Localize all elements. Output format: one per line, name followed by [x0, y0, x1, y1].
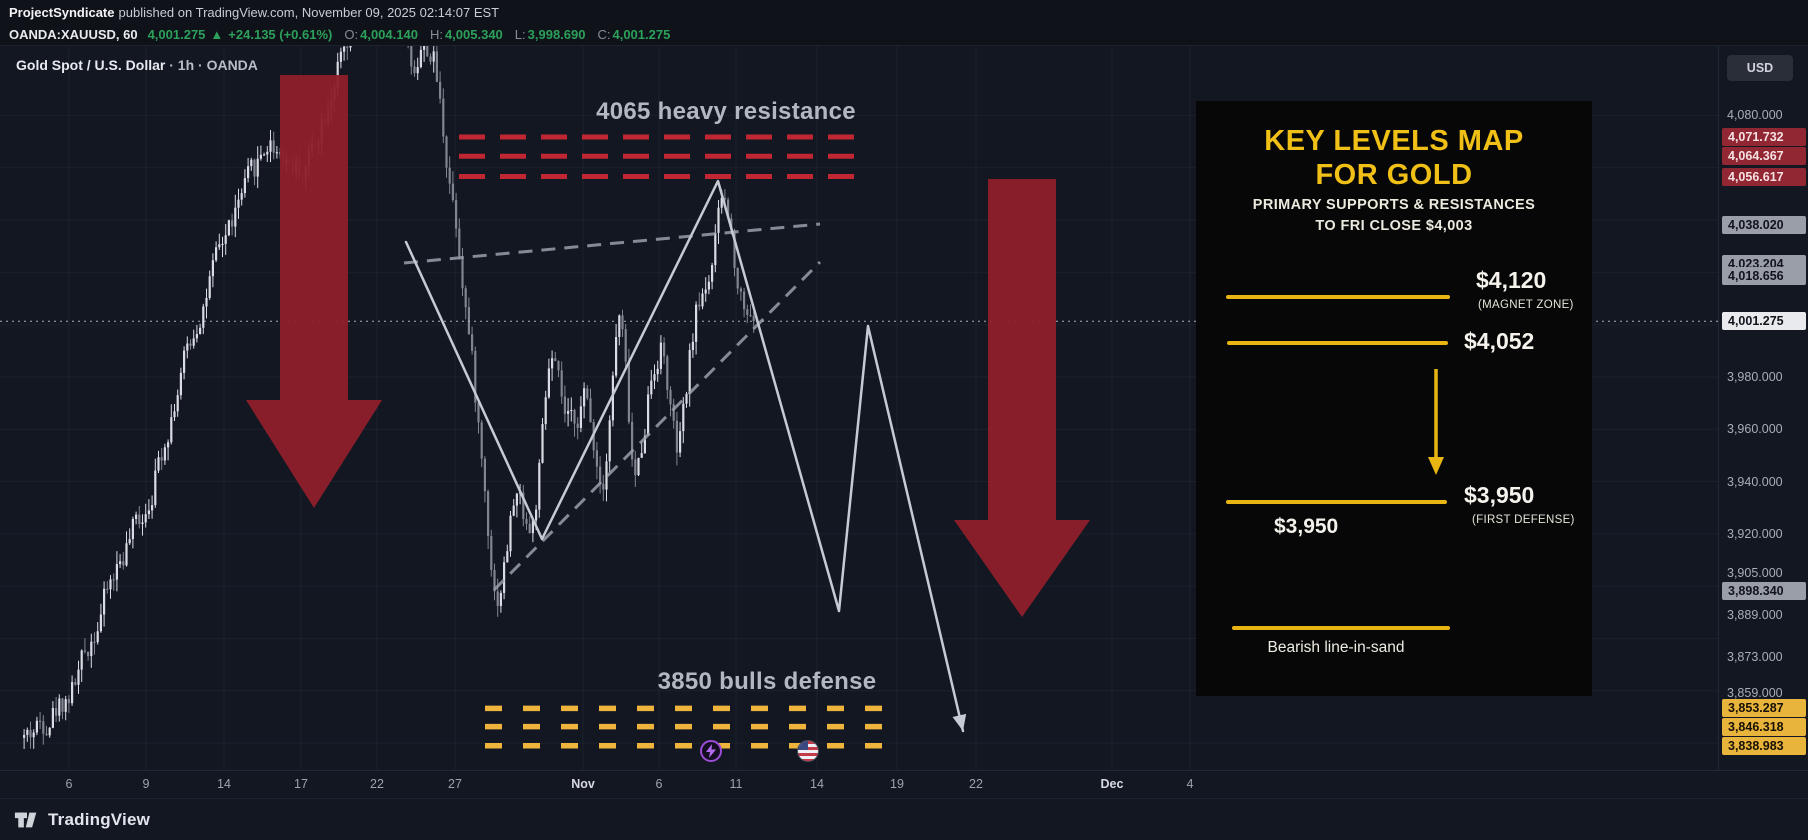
price-axis-label: 4,038.020 [1722, 216, 1806, 235]
level-line-3950 [1226, 500, 1447, 504]
low-label: L: [514, 27, 526, 42]
time-axis-label: Nov [571, 777, 595, 791]
footer-bar: TradingView [0, 798, 1808, 840]
last-price: 4,001.275 [147, 27, 206, 42]
panel-caption: Bearish line-in-sand [1267, 639, 1405, 656]
time-axis-label: 14 [810, 777, 824, 791]
bearish-arrow [246, 75, 382, 508]
price-axis-label: 3,960.000 [1727, 422, 1783, 437]
open-label: O: [344, 27, 359, 42]
key-levels-panel: KEY LEVELS MAP FOR GOLD PRIMARY SUPPORTS… [1196, 101, 1592, 696]
defense-price: $3,950 [1464, 482, 1535, 508]
price-axis-label: 3,846.318 [1722, 717, 1806, 736]
chart-symbol-title: Gold Spot / U.S. Dollar [16, 57, 166, 73]
price-axis-label: 4,064.367 [1722, 147, 1806, 166]
us-flag-event-icon[interactable] [797, 740, 819, 762]
panel-subtitle-line1: PRIMARY SUPPORTS & RESISTANCES [1252, 197, 1536, 213]
panel-title-line2: FOR GOLD [1315, 159, 1473, 191]
time-axis-label: 11 [729, 777, 743, 791]
time-axis-label: 14 [217, 777, 231, 791]
price-change: +24.135 (+0.61%) [228, 27, 333, 42]
price-axis-label: 4,071.732 [1722, 128, 1806, 147]
time-axis-label: 27 [448, 777, 462, 791]
price-axis-label: 3,940.000 [1727, 474, 1783, 489]
open-value: 4,004.140 [360, 27, 418, 42]
price-axis-label: 3,898.340 [1722, 581, 1806, 600]
high-label: H: [429, 27, 443, 42]
close-label: C: [597, 27, 611, 42]
time-axis-label: 22 [370, 777, 384, 791]
price-axis-label: 3,889.000 [1727, 607, 1783, 622]
chart-legend-title: Gold Spot / U.S. Dollar · 1h · OANDA [16, 57, 258, 73]
currency-toggle-button[interactable]: USD [1727, 55, 1793, 81]
tradingview-logo-icon [14, 812, 37, 827]
price-axis-label: 3,859.000 [1727, 686, 1783, 701]
price-axis-label: 3,853.287 [1722, 699, 1806, 718]
publish-author: ProjectSyndicate [9, 4, 115, 20]
defense-left-label: $3,950 [1274, 515, 1339, 538]
time-axis-label: 6 [65, 777, 73, 791]
close-value: 4,001.275 [612, 27, 671, 42]
up-arrow-icon: ▲ [210, 27, 224, 42]
time-axis-label: 4 [1186, 777, 1194, 791]
level-line-4120 [1226, 295, 1450, 299]
support-annotation-text: 3850 bulls defense [657, 668, 877, 695]
symbol-info-bar: OANDA:XAUUSD, 60 4,001.275 ▲ +24.135 (+0… [0, 24, 1808, 46]
down-arrow-icon [1428, 369, 1444, 475]
time-axis-label: 17 [294, 777, 308, 791]
bearish-line-in-sand-line [1232, 626, 1450, 630]
time-axis[interactable]: 6 9 14 17 22 27 Nov 6 11 14 19 22 Dec 4 [0, 770, 1808, 798]
price-axis-label: 3,873.000 [1727, 649, 1783, 664]
price-axis-label: 3,980.000 [1727, 369, 1783, 384]
flag-canton [798, 741, 808, 750]
time-axis-label: 19 [890, 777, 904, 791]
resistance-annotation-text: 4065 heavy resistance [596, 98, 856, 125]
lightning-bolt-icon [706, 744, 716, 758]
time-axis-label: 9 [142, 777, 150, 791]
tradingview-wordmark: TradingView [48, 809, 151, 829]
price-axis-label: 4,018.656 [1722, 266, 1806, 285]
publish-bar: ProjectSyndicate published on TradingVie… [0, 0, 1808, 24]
bearish-arrow [954, 179, 1090, 617]
time-axis-label: 6 [655, 777, 663, 791]
time-axis-label: 22 [969, 777, 983, 791]
level-line-4052 [1227, 341, 1448, 345]
magnet-price: $4,120 [1476, 267, 1547, 293]
price-axis-label: 3,838.983 [1722, 736, 1806, 755]
price-axis-label: 4,056.617 [1722, 167, 1806, 186]
panel-subtitle-line2: TO FRI CLOSE $4,003 [1315, 218, 1473, 234]
price-axis-label: 4,080.000 [1727, 108, 1783, 123]
candles [23, 46, 755, 750]
mid-price: $4,052 [1464, 328, 1535, 354]
price-axis-label: 3,905.000 [1727, 566, 1783, 581]
symbol-name: OANDA:XAUUSD, 60 [9, 27, 138, 42]
price-axis-label: 4,001.275 [1722, 312, 1806, 331]
panel-title-line1: KEY LEVELS MAP [1264, 125, 1524, 157]
time-axis-label: Dec [1100, 777, 1124, 791]
publish-info: published on TradingView.com, November 0… [118, 4, 500, 20]
high-value: 4,005.340 [444, 27, 503, 42]
chart-canvas[interactable]: Gold Spot / U.S. Dollar · 1h · OANDA 406… [0, 46, 1718, 770]
chart-interval-exchange: · 1h · OANDA [165, 57, 258, 73]
price-axis[interactable]: USD 4,080.000 4,071.732 4,064.367 4,056.617… [1718, 46, 1808, 770]
flash-event-icon[interactable] [700, 740, 722, 762]
price-axis-label: 3,920.000 [1727, 526, 1783, 541]
defense-note: (FIRST DEFENSE) [1472, 514, 1575, 526]
tradingview-logo[interactable]: TradingView [14, 807, 150, 833]
low-value: 3,998.690 [527, 27, 586, 42]
magnet-note: (MAGNET ZONE) [1478, 299, 1574, 311]
